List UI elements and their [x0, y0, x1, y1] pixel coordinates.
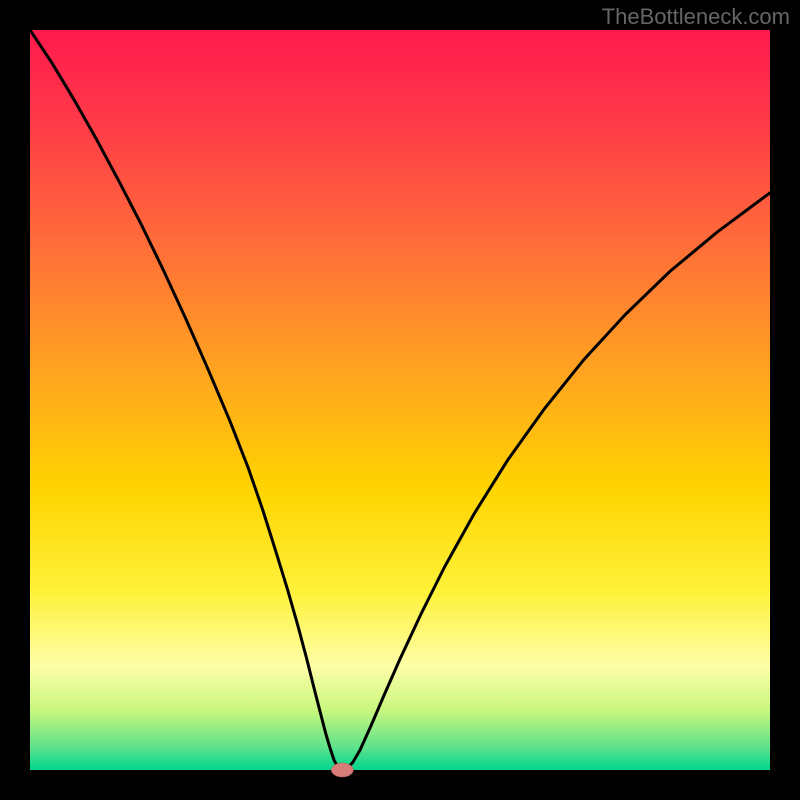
- bottleneck-chart: [0, 0, 800, 800]
- watermark-text: TheBottleneck.com: [602, 4, 790, 30]
- optimal-point-marker: [331, 763, 353, 777]
